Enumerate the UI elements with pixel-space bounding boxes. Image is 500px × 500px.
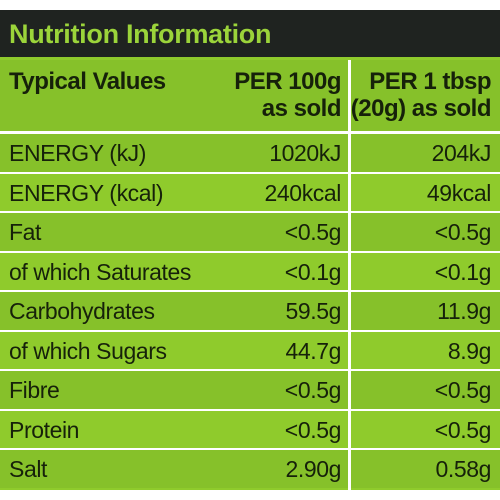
nutrition-panel: Nutrition Information Typical Values PER… xyxy=(0,10,500,490)
value-per-100g: 59.5g xyxy=(285,298,341,324)
value-per-100g: 2.90g xyxy=(285,456,341,482)
value-per-serving: <0.5g xyxy=(434,219,492,245)
column-divider xyxy=(348,60,351,490)
header-per-100g-line1: PER 100g xyxy=(234,68,341,95)
value-per-serving: <0.5g xyxy=(434,416,492,443)
row-separator-line xyxy=(0,408,500,411)
value-per-100g: <0.1g xyxy=(284,258,342,285)
header-typical-values: Typical Values xyxy=(9,68,166,95)
header-per-serving: PER 1 tbsp (20g) as sold xyxy=(350,68,492,122)
table-row-protein: Protein <0.5g <0.5g xyxy=(0,411,500,449)
row-separator-line xyxy=(0,448,500,450)
table-row-fibre: Fibre <0.5g <0.5g xyxy=(0,371,500,409)
row-label: Fat xyxy=(9,219,42,245)
row-label: ENERGY (kJ) xyxy=(9,140,147,166)
value-per-serving: 49kcal xyxy=(426,179,491,206)
value-per-100g: <0.5g xyxy=(284,416,342,443)
value-per-serving: 8.9g xyxy=(447,337,492,364)
table-row-sugars: of which Sugars 44.7g 8.9g xyxy=(0,332,500,370)
value-per-100g: <0.5g xyxy=(284,377,342,403)
panel-title: Nutrition Information xyxy=(9,19,272,49)
header-per-serving-line1: PER 1 tbsp xyxy=(369,68,491,95)
table-row-saturates: of which Saturates <0.1g <0.1g xyxy=(0,253,500,291)
row-label: of which Saturates xyxy=(9,258,192,285)
row-separator-line xyxy=(0,171,500,174)
table-row-energy-kj: ENERGY (kJ) 1020kJ 204kJ xyxy=(0,134,500,172)
value-per-100g: 44.7g xyxy=(285,337,341,364)
row-separator-line xyxy=(0,211,500,213)
table-row-salt: Salt 2.90g 0.58g xyxy=(0,450,500,488)
table-header: Typical Values PER 100g as sold PER 1 tb… xyxy=(0,60,500,131)
row-label: Salt xyxy=(9,456,48,482)
value-per-100g: 240kcal xyxy=(264,179,342,206)
value-per-serving: 204kJ xyxy=(431,140,492,166)
row-separator-line xyxy=(0,369,500,371)
value-per-100g: <0.5g xyxy=(284,219,342,245)
value-per-serving: 0.58g xyxy=(435,456,491,482)
table-row-fat: Fat <0.5g <0.5g xyxy=(0,213,500,251)
row-label: of which Sugars xyxy=(9,337,167,364)
value-per-serving: 11.9g xyxy=(437,298,491,324)
row-separator-line xyxy=(0,250,500,253)
table-row-energy-kcal: ENERGY (kcal) 240kcal 49kcal xyxy=(0,174,500,212)
row-label: Carbohydrates xyxy=(9,298,155,324)
row-label: ENERGY (kcal) xyxy=(9,179,164,206)
header-per-100g-line2: as sold xyxy=(261,95,342,122)
header-per-100g: PER 100g as sold xyxy=(234,68,341,122)
row-label: Fibre xyxy=(9,377,60,403)
row-label: Protein xyxy=(9,416,80,443)
value-per-serving: <0.1g xyxy=(434,258,492,285)
table-row-carbohydrates: Carbohydrates 59.5g 11.9g xyxy=(0,292,500,330)
title-bar: Nutrition Information xyxy=(0,10,500,57)
header-per-serving-line2: (20g) as sold xyxy=(350,95,492,122)
row-separator-line xyxy=(0,290,500,292)
value-per-serving: <0.5g xyxy=(434,377,492,403)
value-per-100g: 1020kJ xyxy=(269,140,341,166)
header-separator-line xyxy=(0,131,500,134)
row-separator-line xyxy=(0,329,500,332)
